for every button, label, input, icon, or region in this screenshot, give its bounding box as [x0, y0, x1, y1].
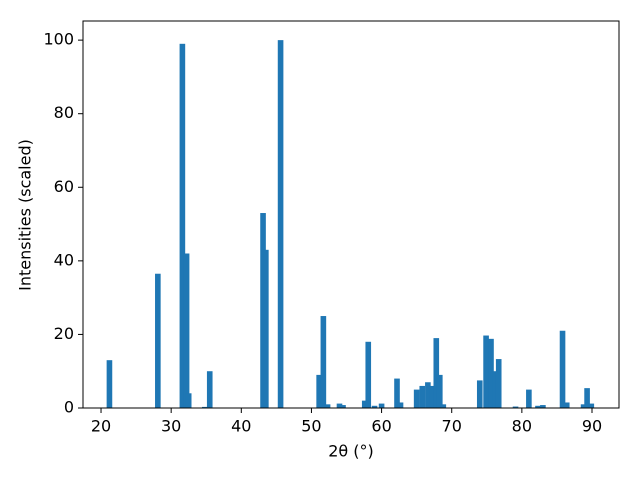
- bar: [336, 403, 343, 408]
- bar: [492, 371, 499, 408]
- x-tick-label: 60: [371, 417, 391, 436]
- y-tick-label: 20: [54, 324, 74, 343]
- x-axis-label: 2θ (°): [328, 442, 374, 461]
- bar: [155, 273, 161, 408]
- bar: [394, 378, 400, 408]
- bar: [429, 385, 435, 408]
- bar: [202, 406, 208, 408]
- bar: [365, 341, 372, 408]
- bar: [340, 405, 346, 408]
- bar: [440, 404, 447, 408]
- y-tick-label: 60: [54, 177, 74, 196]
- bar: [433, 338, 440, 408]
- y-tick-label: 40: [54, 250, 74, 269]
- bar: [495, 359, 502, 408]
- bar: [185, 393, 192, 408]
- y-tick-label: 80: [54, 103, 74, 122]
- bar: [483, 335, 489, 408]
- x-tick-label: 30: [161, 417, 181, 436]
- bar: [263, 249, 269, 408]
- bar: [397, 402, 404, 408]
- bar: [361, 400, 368, 408]
- bar: [413, 389, 420, 408]
- x-tick-label: 20: [91, 417, 111, 436]
- bar: [324, 404, 331, 408]
- bar: [106, 360, 113, 408]
- x-tick-label: 80: [512, 417, 532, 436]
- x-tick-label: 70: [442, 417, 462, 436]
- bar: [526, 389, 532, 408]
- bar: [580, 404, 587, 408]
- bar: [183, 253, 190, 408]
- bar: [476, 380, 483, 408]
- bar: [563, 402, 570, 408]
- y-tick-label: 0: [64, 398, 74, 417]
- bar: [320, 316, 327, 408]
- plot-frame: [82, 20, 620, 409]
- bar: [488, 338, 494, 408]
- bar: [559, 330, 566, 408]
- bar: [378, 403, 385, 408]
- x-tick-label: 40: [231, 417, 251, 436]
- bar: [588, 403, 595, 408]
- bar: [535, 405, 541, 408]
- bar: [179, 43, 186, 408]
- y-axis-label: Intensities (scaled): [16, 139, 35, 291]
- x-tick-label: 50: [301, 417, 321, 436]
- bar: [277, 40, 284, 409]
- bar: [436, 374, 443, 408]
- bar: [371, 405, 378, 408]
- bar: [425, 382, 431, 408]
- bar: [316, 374, 322, 408]
- x-tick-label: 90: [582, 417, 602, 436]
- bar: [540, 405, 546, 408]
- bar: [419, 385, 426, 408]
- bar: [584, 388, 590, 408]
- y-tick-label: 100: [43, 30, 74, 49]
- bar: [206, 371, 213, 408]
- bar: [512, 406, 519, 408]
